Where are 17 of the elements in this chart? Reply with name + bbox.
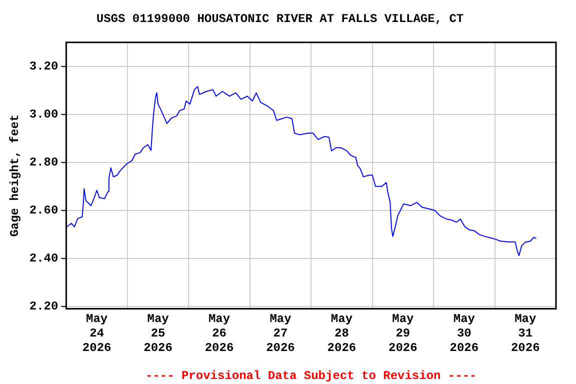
x-tick-label: May 27 2026 [266,312,295,355]
x-tick-label: May 28 2026 [327,312,356,355]
y-tick-label: 2.40 [29,251,58,266]
chart-title: USGS 01199000 HOUSATONIC RIVER AT FALLS VILLAGE, CT [96,12,464,26]
x-tick-label: May 31 2026 [510,312,540,355]
y-tick-label: 3.20 [29,59,58,74]
y-tick-label: 2.80 [29,155,58,170]
x-tick-label: May 24 2026 [82,312,112,355]
x-tick-label: May 26 2026 [204,312,234,355]
y-tick-label: 2.60 [29,203,58,218]
text: ---- Provisional Data Subject to Revision ---- [145,369,477,384]
y-tick-label: 3.00 [29,107,58,122]
x-tick-label: May 30 2026 [450,312,479,355]
y-tick-label: 2.20 [29,299,58,314]
x-tick-label: May 25 2026 [144,312,172,355]
x-tick-label: May 29 2026 [388,312,418,355]
y-axis-title: Gage height, feet [8,114,22,237]
